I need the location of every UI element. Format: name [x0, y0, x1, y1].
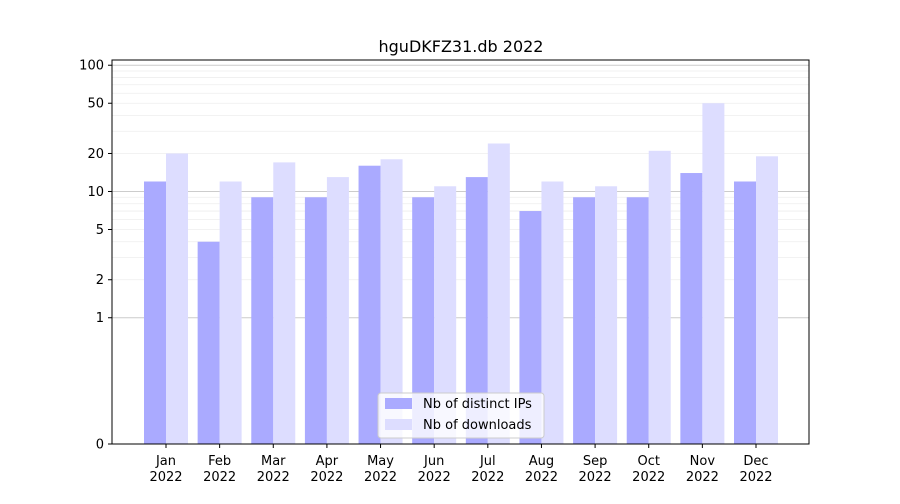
y-tick-label: 10: [87, 185, 104, 200]
bar-downloads: [326, 177, 349, 445]
bar-downloads: [595, 186, 618, 445]
chart-title: hguDKFZ31.db 2022: [379, 37, 544, 56]
bar-distinct-ips: [626, 197, 649, 444]
x-tick-label: Jun 2022: [418, 454, 451, 485]
x-tick-label: Apr 2022: [310, 454, 343, 485]
legend-swatch-ips: [385, 398, 412, 409]
legend-label-downloads: Nb of downloads: [423, 418, 532, 433]
bar-distinct-ips: [358, 165, 381, 444]
y-tick-label: 100: [79, 59, 104, 74]
y-tick-label: 0: [96, 438, 104, 453]
bar-distinct-ips: [573, 197, 596, 444]
y-axis: 0 1 2 5 10 20 50 100: [79, 59, 112, 453]
bar-downloads: [648, 150, 671, 444]
bar-downloads: [219, 181, 242, 444]
plot-frame: [111, 59, 810, 445]
x-axis: Jan 2022 Feb 2022 Mar 2022 Apr 2022 May 2022 Jun 20…: [149, 444, 773, 485]
x-tick-label: Dec 2022: [739, 454, 772, 485]
bar-distinct-ips: [144, 181, 166, 444]
bar-distinct-ips: [251, 197, 274, 444]
x-tick-label: Jan 2022: [149, 454, 182, 485]
x-tick-label: Mar 2022: [257, 454, 290, 485]
bar-distinct-ips: [680, 173, 703, 444]
bar-distinct-ips: [465, 177, 488, 445]
x-tick-label: Sep 2022: [579, 454, 612, 485]
bar-downloads: [273, 162, 296, 444]
x-tick-label: Feb 2022: [203, 454, 236, 485]
bar-downloads: [434, 186, 457, 445]
y-tick-label: 50: [87, 97, 104, 112]
bar-downloads: [756, 156, 778, 444]
legend-box: [377, 392, 545, 439]
x-tick-label: May 2022: [364, 454, 397, 485]
bar-distinct-ips: [304, 197, 327, 444]
bar-distinct-ips: [734, 181, 756, 444]
bar-downloads: [380, 159, 403, 445]
bar-downloads: [166, 153, 188, 444]
bar-distinct-ips: [412, 197, 435, 444]
legend-label-ips: Nb of distinct IPs: [423, 397, 532, 412]
y-tick-label: 2: [96, 273, 104, 288]
x-tick-label: Nov 2022: [686, 454, 719, 485]
y-tick-label: 1: [96, 311, 104, 326]
x-tick-label: Oct 2022: [632, 454, 665, 485]
bar-downloads: [487, 143, 510, 444]
bar-downloads: [541, 181, 564, 444]
bar-downloads: [702, 103, 725, 444]
x-tick-label: Aug 2022: [525, 454, 558, 485]
bar-distinct-ips: [519, 211, 542, 444]
y-tick-label: 5: [96, 223, 104, 238]
legend: Nb of distinct IPs Nb of downloads: [377, 392, 545, 439]
bar-distinct-ips: [197, 241, 220, 444]
x-tick-label: Jul 2022: [471, 454, 504, 485]
y-tick-label: 20: [87, 147, 104, 162]
legend-swatch-downloads: [385, 419, 412, 430]
bars: [144, 103, 778, 445]
